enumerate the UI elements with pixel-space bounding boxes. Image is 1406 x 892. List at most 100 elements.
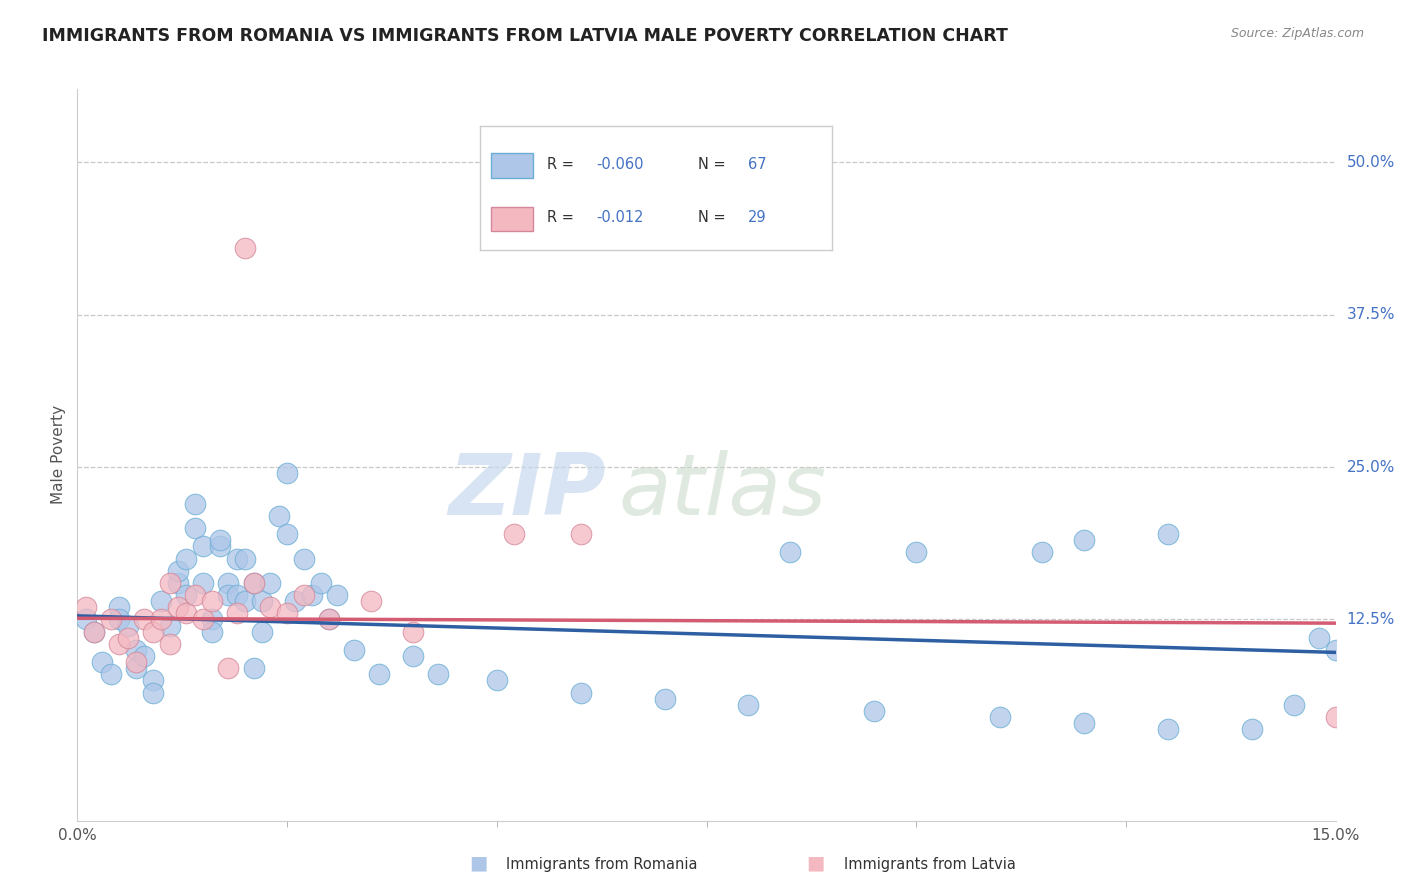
Text: ■: ■	[468, 854, 488, 872]
Point	[167, 564, 190, 578]
Point	[83, 624, 105, 639]
Point	[191, 539, 215, 553]
Point	[863, 704, 886, 718]
Point	[1031, 545, 1053, 559]
FancyBboxPatch shape	[491, 207, 533, 231]
Text: -0.012: -0.012	[596, 210, 644, 225]
Point	[184, 588, 207, 602]
Point	[150, 613, 173, 627]
Point	[326, 588, 349, 602]
Point	[301, 588, 323, 602]
Point	[242, 576, 264, 591]
Point	[184, 497, 207, 511]
Point	[259, 576, 281, 591]
Point	[142, 673, 165, 688]
Point	[233, 241, 256, 255]
Point	[142, 624, 165, 639]
Point	[292, 588, 315, 602]
Point	[91, 655, 114, 669]
Point	[1157, 527, 1180, 541]
Point	[191, 576, 215, 591]
Text: ZIP: ZIP	[449, 450, 606, 533]
Point	[1240, 723, 1263, 737]
Point	[176, 588, 198, 602]
Point	[159, 618, 181, 632]
Point	[83, 624, 105, 639]
Point	[217, 588, 239, 602]
Point	[276, 467, 298, 481]
Point	[905, 545, 928, 559]
FancyBboxPatch shape	[491, 153, 533, 178]
Point	[427, 667, 450, 681]
Point	[276, 527, 298, 541]
Point	[225, 607, 247, 621]
Point	[502, 527, 524, 541]
Point	[108, 613, 131, 627]
Point	[134, 649, 156, 664]
Text: 50.0%: 50.0%	[1347, 155, 1395, 169]
Point	[233, 594, 256, 608]
Point	[117, 618, 139, 632]
Point	[250, 594, 273, 608]
Point	[100, 667, 122, 681]
Point	[184, 521, 207, 535]
Point	[284, 594, 307, 608]
Y-axis label: Male Poverty: Male Poverty	[51, 405, 66, 505]
Text: ■: ■	[806, 854, 825, 872]
Text: R =: R =	[547, 157, 578, 172]
Point	[225, 588, 247, 602]
Text: N =: N =	[699, 210, 731, 225]
Point	[292, 551, 315, 566]
Point	[1157, 723, 1180, 737]
Point	[75, 600, 97, 615]
Point	[988, 710, 1011, 724]
Text: -0.060: -0.060	[596, 157, 644, 172]
Point	[318, 613, 340, 627]
Text: IMMIGRANTS FROM ROMANIA VS IMMIGRANTS FROM LATVIA MALE POVERTY CORRELATION CHART: IMMIGRANTS FROM ROMANIA VS IMMIGRANTS FR…	[42, 27, 1008, 45]
Point	[108, 600, 131, 615]
Point	[318, 613, 340, 627]
Point	[343, 643, 366, 657]
Point	[242, 576, 264, 591]
Text: Immigrants from Latvia: Immigrants from Latvia	[844, 857, 1015, 872]
Point	[117, 631, 139, 645]
Point	[1324, 710, 1347, 724]
Point	[654, 691, 676, 706]
Point	[1073, 716, 1095, 731]
Point	[225, 551, 247, 566]
Point	[779, 545, 801, 559]
Point	[1324, 643, 1347, 657]
Point	[1073, 533, 1095, 548]
Point	[125, 661, 148, 675]
Point	[200, 613, 222, 627]
Text: 25.0%: 25.0%	[1347, 459, 1395, 475]
Point	[159, 637, 181, 651]
Point	[176, 551, 198, 566]
Point	[125, 643, 148, 657]
Point	[737, 698, 759, 712]
Point	[259, 600, 281, 615]
Point	[242, 661, 264, 675]
Text: 29: 29	[748, 210, 766, 225]
Point	[1282, 698, 1305, 712]
Text: R =: R =	[547, 210, 578, 225]
Point	[250, 624, 273, 639]
Point	[134, 613, 156, 627]
Point	[217, 661, 239, 675]
Point	[267, 508, 290, 523]
Point	[208, 539, 231, 553]
Point	[100, 613, 122, 627]
Point	[176, 607, 198, 621]
Point	[569, 527, 592, 541]
Point	[208, 533, 231, 548]
Point	[200, 624, 222, 639]
Point	[75, 613, 97, 627]
Point	[368, 667, 391, 681]
Text: 37.5%: 37.5%	[1347, 307, 1395, 322]
Point	[569, 686, 592, 700]
Text: N =: N =	[699, 157, 731, 172]
Text: atlas: atlas	[619, 450, 827, 533]
Point	[191, 613, 215, 627]
Text: Immigrants from Romania: Immigrants from Romania	[506, 857, 697, 872]
Text: Source: ZipAtlas.com: Source: ZipAtlas.com	[1230, 27, 1364, 40]
